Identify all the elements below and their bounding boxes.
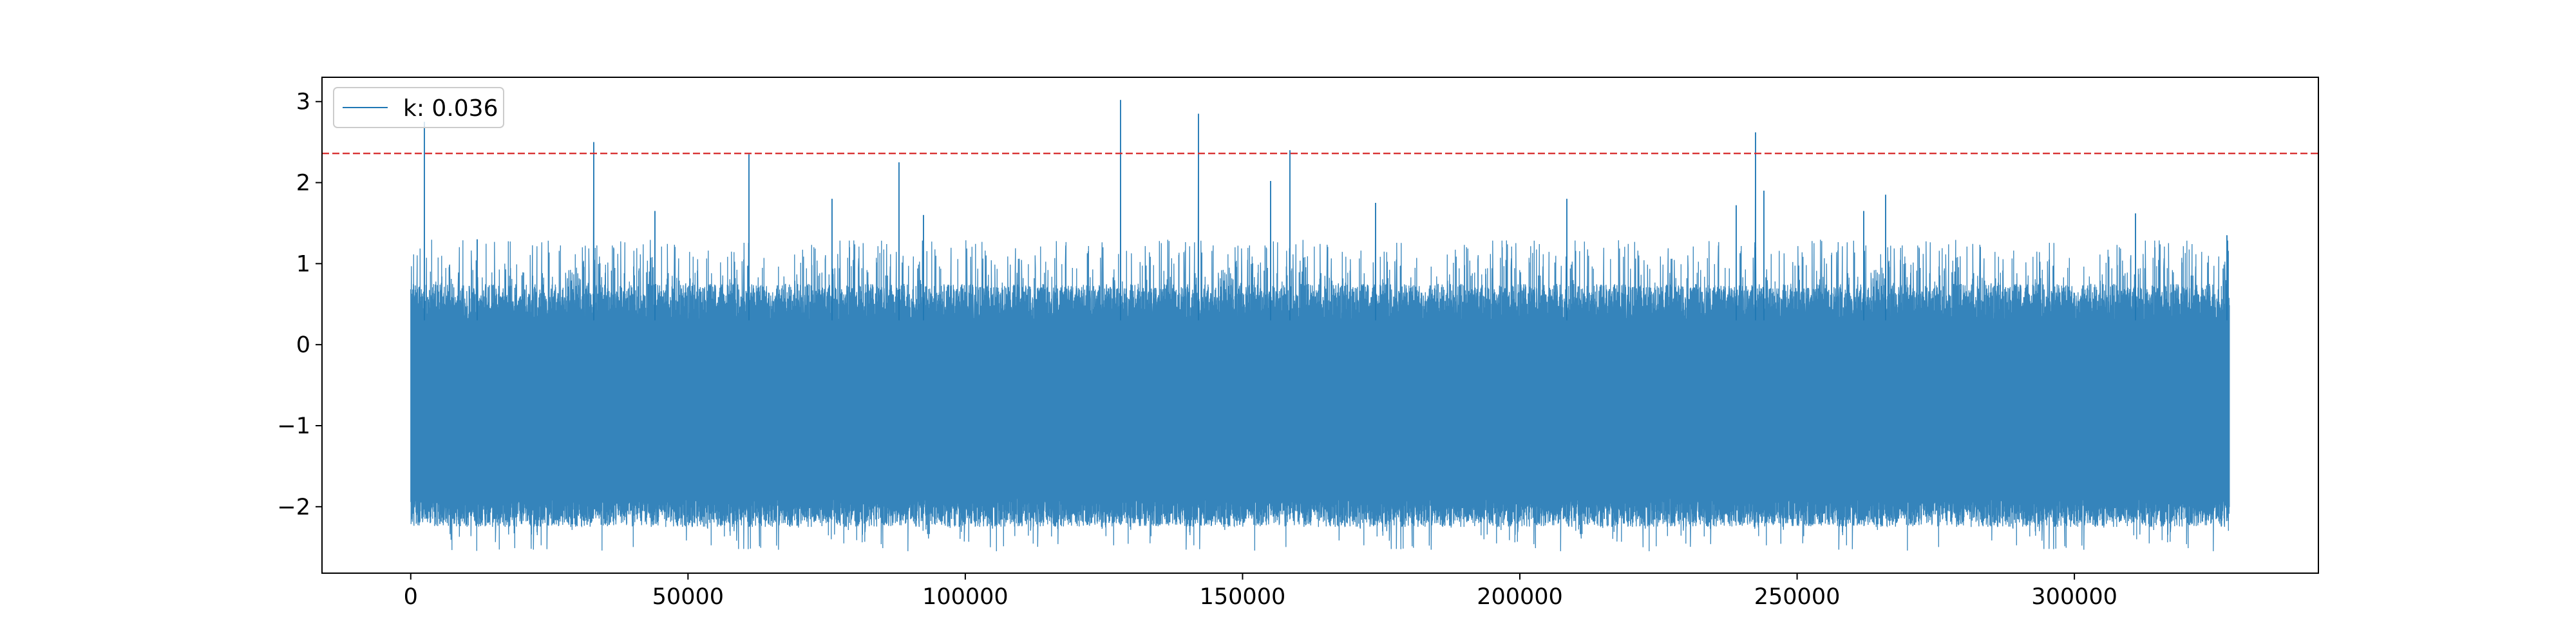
- y-axis: −2 −1 0 1 2 3: [277, 90, 322, 520]
- series-layer: [410, 100, 2230, 551]
- x-tick-label: 50000: [652, 584, 724, 610]
- plot-frame: [321, 77, 2319, 574]
- legend: k: 0.036: [333, 87, 504, 128]
- x-tick-label: 150000: [1200, 584, 1286, 610]
- x-tick-label: 300000: [2031, 584, 2117, 610]
- x-tick-label: 250000: [1754, 584, 1841, 610]
- x-tick-label: 200000: [1477, 584, 1563, 610]
- x-tick-label: 0: [404, 584, 418, 610]
- legend-label: k: 0.036: [403, 95, 498, 122]
- x-axis: 0 50000 100000 150000 200000 250000 300000: [404, 573, 2117, 610]
- y-tick-label: 3: [296, 90, 310, 115]
- y-tick-label: 1: [296, 251, 310, 277]
- y-tick-label: −2: [277, 495, 310, 520]
- y-tick-label: 2: [296, 171, 310, 196]
- x-tick-label: 100000: [922, 584, 1009, 610]
- y-tick-label: −1: [277, 413, 310, 439]
- y-tick-label: 0: [296, 332, 310, 358]
- legend-box: [333, 87, 504, 128]
- series-line: [410, 100, 2230, 551]
